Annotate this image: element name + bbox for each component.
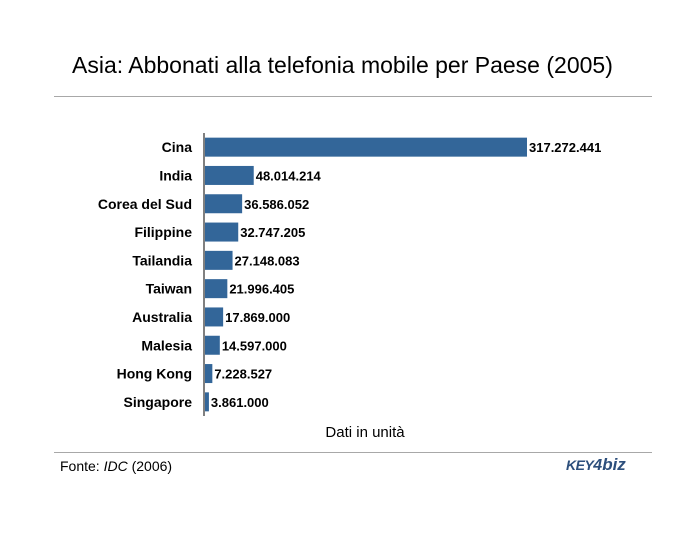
category-label: Australia	[132, 309, 192, 325]
category-label: Tailandia	[132, 252, 192, 268]
value-label: 48.014.214	[256, 168, 322, 183]
value-label: 21.996.405	[229, 282, 294, 297]
source-note: Fonte: IDC (2006)	[60, 458, 172, 474]
category-label: Malesia	[141, 337, 192, 353]
x-axis-label: Dati in unità	[325, 424, 405, 441]
bar	[205, 335, 220, 355]
title-divider	[54, 96, 652, 97]
value-label: 32.747.205	[240, 225, 305, 240]
category-label: Filippine	[134, 224, 192, 240]
category-label: Corea del Sud	[98, 196, 192, 212]
category-label: Cina	[162, 139, 193, 155]
bar	[205, 165, 254, 185]
bar	[205, 137, 527, 157]
value-label: 7.228.527	[214, 367, 272, 382]
category-label: Singapore	[124, 394, 193, 410]
value-label: 3.861.000	[211, 395, 269, 410]
key4biz-logo: KEY4biz	[566, 455, 642, 479]
source-name: IDC	[103, 458, 128, 474]
chart-title: Asia: Abbonati alla telefonia mobile per…	[72, 52, 613, 78]
category-label: India	[159, 167, 192, 183]
bar	[205, 392, 209, 412]
bar	[205, 194, 243, 214]
category-label: Taiwan	[146, 281, 192, 297]
logo-part-4: 4	[593, 457, 603, 474]
bar	[205, 307, 224, 327]
bar	[205, 222, 239, 242]
bar	[205, 364, 213, 384]
bar	[205, 279, 228, 299]
logo-part-biz: biz	[602, 455, 626, 474]
bar	[205, 250, 233, 270]
value-label: 317.272.441	[529, 140, 601, 155]
source-year: (2006)	[127, 458, 173, 474]
source-prefix: Fonte:	[60, 458, 104, 474]
logo-part-key: KEY	[566, 457, 594, 473]
category-label: Hong Kong	[117, 366, 192, 382]
value-label: 17.869.000	[225, 310, 290, 325]
footer-divider	[54, 452, 652, 453]
value-label: 14.597.000	[222, 338, 287, 353]
value-label: 27.148.083	[235, 253, 300, 268]
value-label: 36.586.052	[244, 197, 309, 212]
